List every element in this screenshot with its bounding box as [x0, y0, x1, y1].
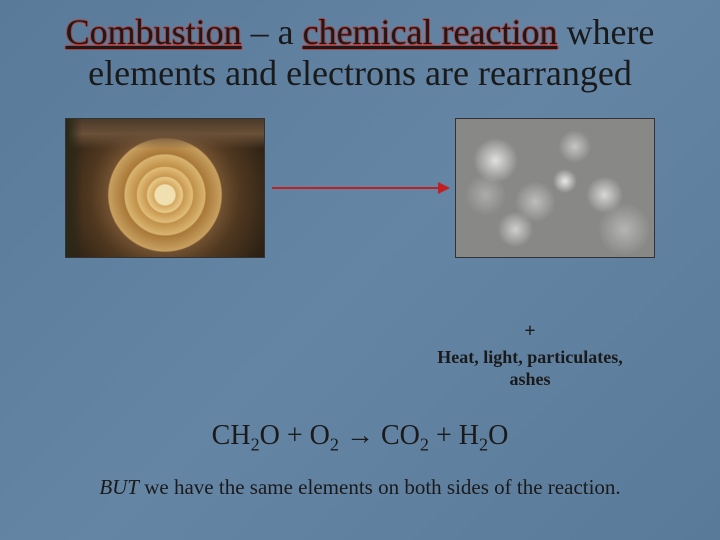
eq-h: + H: [429, 420, 479, 451]
eq-sub2: 2: [330, 435, 339, 455]
footnote-rest: we have the same elements on both sides …: [139, 475, 621, 499]
eq-sub1: 2: [251, 435, 260, 455]
arrow-icon: [270, 178, 450, 198]
eq-co: CO: [381, 420, 420, 451]
plus-sign: +: [420, 320, 640, 343]
title-dash: – a: [242, 12, 303, 52]
wood-log-image: [65, 118, 265, 258]
slide-title: Combustion – a chemical reaction where e…: [0, 0, 720, 95]
eq-sub4: 2: [479, 435, 488, 455]
eq-arrow: →: [339, 420, 381, 451]
wood-log-texture: [66, 119, 264, 257]
footnote-but: BUT: [99, 475, 139, 499]
reaction-images-row: [0, 113, 720, 263]
eq-sub3: 2: [420, 435, 429, 455]
byproducts-text: Heat, light, particulates, ashes: [420, 347, 640, 390]
byproducts-block: + Heat, light, particulates, ashes: [420, 320, 640, 390]
eq-o-final: O: [488, 420, 508, 451]
ash-texture: [456, 119, 654, 257]
reaction-arrow: [265, 178, 455, 198]
chemical-equation: CH2O + O2 → CO2 + H2O: [0, 420, 720, 456]
eq-o-plus-o: O + O: [260, 420, 330, 451]
footnote: BUT we have the same elements on both si…: [0, 475, 720, 500]
ash-image: [455, 118, 655, 258]
title-term-combustion: Combustion: [66, 12, 242, 52]
eq-ch: CH: [212, 420, 251, 451]
title-term-chemical-reaction: chemical reaction: [303, 12, 558, 52]
